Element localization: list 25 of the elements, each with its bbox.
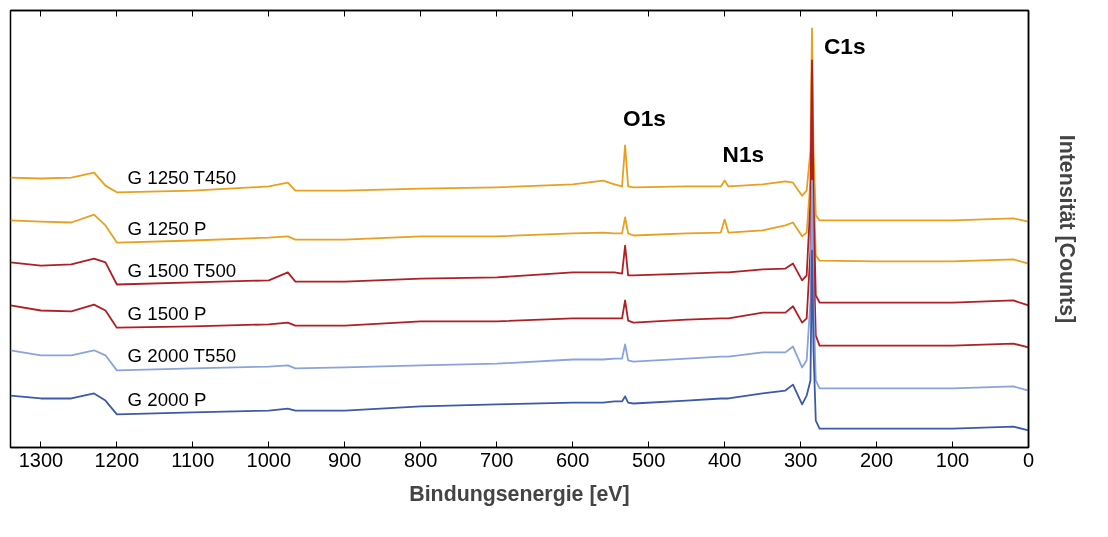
x-tick-label: 600 [555,448,590,471]
x-tick-label: 700 [480,448,514,471]
x-tick-label: 900 [328,448,362,471]
x-tick-label: 1300 [18,448,64,471]
x-tick-label: 800 [404,448,438,471]
x-tick-label: 200 [859,448,894,471]
annotation: N1s [722,140,765,167]
series-label: G 2000 P [127,389,207,411]
x-tick-label: 0 [1022,448,1035,471]
series-label: G 2000 T550 [127,345,237,367]
x-tick-label: 400 [707,448,742,471]
x-tick-label: 500 [631,448,666,471]
x-tick-label: 1000 [246,448,292,471]
x-axis-title: Bindungsenergie [eV] [409,481,630,506]
series-label: G 1500 T500 [127,259,237,281]
series-label: G 1500 P [127,302,207,324]
series-label: G 1250 T450 [127,167,237,189]
series-label: G 1250 P [127,217,207,239]
annotation: O1s [623,105,666,132]
x-tick-label: 1200 [94,448,140,471]
annotation: C1s [823,32,866,59]
x-tick-label: 1100 [171,448,215,471]
y-axis-title: Intensität [Counts] [1054,134,1079,324]
x-tick-label: 300 [783,448,818,471]
x-tick-label: 100 [935,448,970,471]
